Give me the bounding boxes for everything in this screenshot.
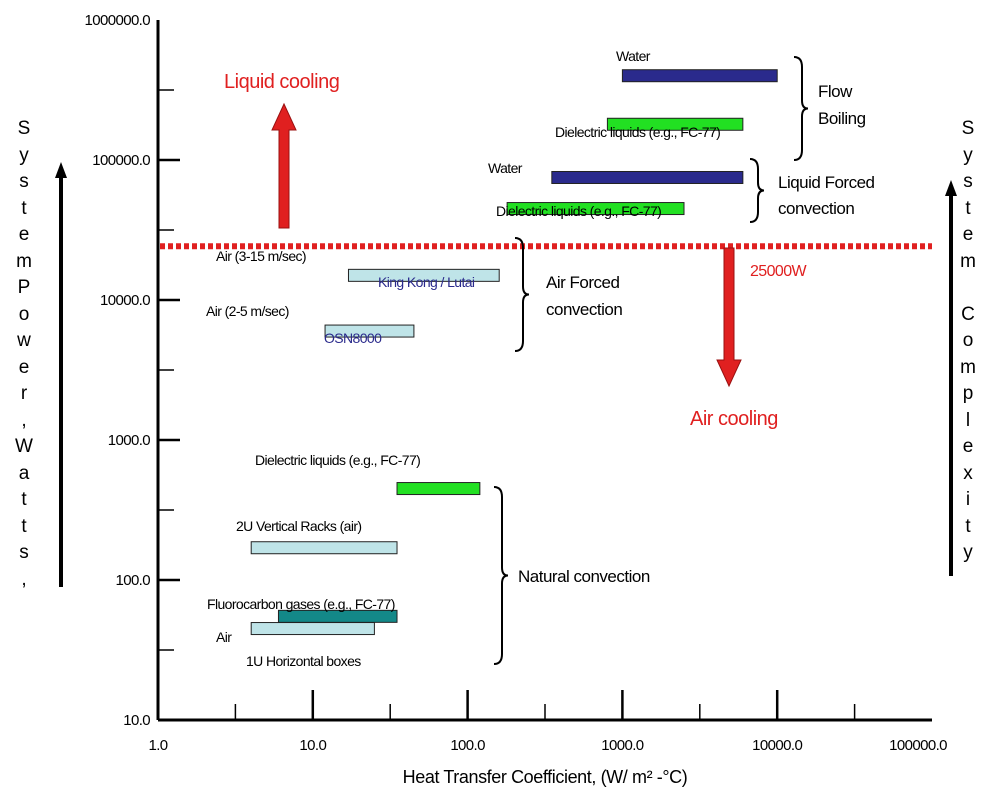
bar-label: Air (2-5 m/sec)	[206, 303, 289, 319]
liquid-cooling-arrow	[271, 102, 297, 229]
y-tick-label: 10.0	[123, 712, 150, 729]
x-tick-label: 1000.0	[601, 737, 644, 754]
group-label: Natural convection	[518, 567, 650, 586]
range-bar	[506, 202, 685, 216]
bar-label: 1U Horizontal boxes	[246, 653, 361, 669]
range-bar	[396, 482, 481, 496]
range-bar	[551, 170, 744, 184]
bar-label: Air	[216, 629, 232, 645]
bar-label: Dielectric liquids (e.g., FC-77)	[496, 203, 661, 219]
range-bar	[347, 268, 500, 282]
y-tick-label: 10000.0	[100, 292, 150, 309]
y-tick-label: 1000.0	[108, 432, 151, 449]
range-bar	[324, 324, 415, 338]
range-bar	[250, 541, 398, 555]
x-axis-label: Heat Transfer Coefficient, (W/ m² -°C)	[403, 767, 688, 787]
right-side-arrow-head	[945, 180, 957, 196]
brace-liquid-forced	[749, 158, 765, 223]
range-bar	[250, 622, 375, 636]
bar-label: Dielectric liquids (e.g., FC-77)	[555, 124, 720, 140]
range-bar	[621, 69, 778, 83]
air-cooling-arrow	[716, 247, 742, 388]
y-tick-label: 100.0	[115, 572, 150, 589]
range-bar	[277, 609, 398, 623]
brace-natural	[493, 486, 509, 665]
annotation-label: Liquid cooling	[224, 71, 339, 93]
brace-air-forced	[514, 237, 530, 352]
range-bar	[606, 117, 744, 131]
bar-label: Fluorocarbon gases (e.g., FC-77)	[207, 596, 395, 612]
x-tick-label: 10000.0	[752, 737, 802, 754]
group-label: convection	[546, 300, 622, 319]
left-side-arrow-head	[55, 162, 67, 178]
group-label: Boiling	[818, 109, 866, 128]
y-tick-label: 100000.0	[92, 152, 150, 169]
x-tick-label: 100.0	[450, 737, 485, 754]
x-tick-label: 1.0	[148, 737, 167, 754]
y-tick-label: 1000000.0	[84, 12, 150, 29]
brace-flow-boiling	[793, 56, 809, 161]
group-label: Liquid Forced	[778, 173, 875, 192]
threshold-label: 25000W	[750, 263, 807, 280]
group-label: convection	[778, 199, 854, 218]
group-label: Air Forced	[546, 273, 619, 292]
right-axis-label: S y s t e m C o m p l e x i t y	[960, 118, 976, 563]
y-axis-label: S y s t e m P o w e r , W a t t s ,	[15, 118, 33, 590]
bar-label: Air (3-15 m/sec)	[216, 248, 306, 264]
x-tick-label: 10.0	[299, 737, 326, 754]
bar-label: King Kong / Lutai	[378, 274, 475, 290]
bar-label: Dielectric liquids (e.g., FC-77)	[255, 452, 420, 468]
bar-label: Water	[488, 160, 523, 176]
bar-label: Water	[616, 48, 651, 64]
bar-label: OSN8000	[324, 330, 382, 346]
bar-label: 2U Vertical Racks (air)	[236, 518, 361, 534]
x-tick-label: 100000.0	[889, 737, 947, 754]
group-label: Flow	[818, 82, 853, 101]
annotation-label: Air cooling	[690, 408, 778, 430]
